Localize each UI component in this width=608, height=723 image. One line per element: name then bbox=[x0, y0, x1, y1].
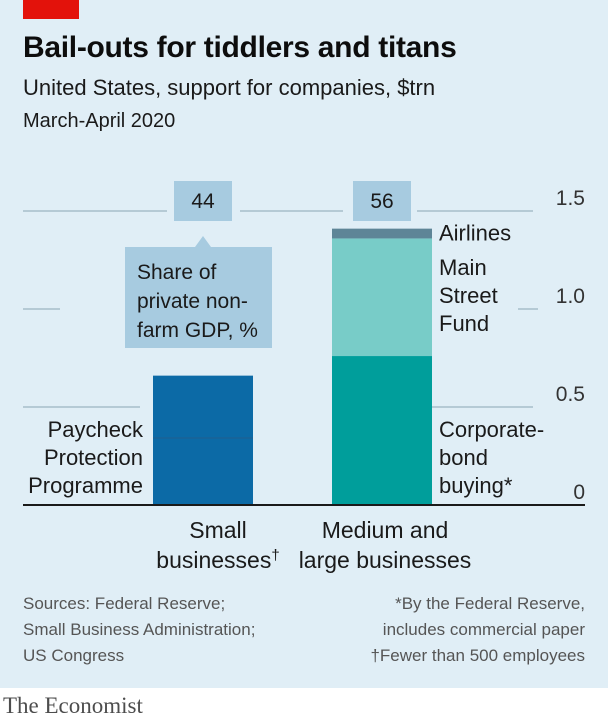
gdp-share-value: 56 bbox=[370, 190, 393, 213]
series-label: Street bbox=[439, 283, 498, 308]
sources-line: Small Business Administration; bbox=[23, 620, 256, 639]
footnotes: *By the Federal Reserve, includes commer… bbox=[370, 591, 585, 669]
footnote-line: includes commercial paper bbox=[382, 620, 585, 639]
series-label: buying* bbox=[439, 473, 513, 498]
bar-segment bbox=[332, 228, 432, 239]
category-label: Small bbox=[189, 517, 247, 543]
bar-segment bbox=[332, 238, 432, 357]
footnote-line: *By the Federal Reserve, bbox=[395, 594, 585, 613]
series-label: Main bbox=[439, 255, 487, 280]
gdp-share-box bbox=[353, 181, 411, 221]
series-label: Paycheck bbox=[48, 417, 144, 442]
brand-logo: The Economist bbox=[3, 693, 143, 718]
category-label: large businesses bbox=[299, 547, 472, 573]
series-label: Protection bbox=[44, 445, 143, 470]
category-label: Medium and bbox=[322, 517, 449, 543]
footnote-line: †Fewer than 500 employees bbox=[370, 646, 585, 665]
callout-text: farm GDP, % bbox=[137, 319, 258, 342]
series-label: Fund bbox=[439, 311, 489, 336]
series-label: Programme bbox=[28, 473, 143, 498]
gdp-share-callout bbox=[125, 236, 272, 348]
y-tick-label: 0 bbox=[573, 481, 585, 504]
sources-line: Sources: Federal Reserve; bbox=[23, 594, 226, 613]
chart-subtitle: United States, support for companies, $t… bbox=[23, 75, 436, 100]
y-tick-label: 1.0 bbox=[556, 285, 585, 308]
y-tick-label: 1.5 bbox=[556, 187, 585, 210]
chart-panel bbox=[0, 0, 608, 688]
bar-segment bbox=[332, 356, 432, 505]
callout-text: private non- bbox=[137, 290, 248, 313]
stacked-bar-chart: 0 0.5 1.0 1.5 Paycheck Protection Programme Cor… bbox=[23, 181, 585, 573]
chart-title: Bail-outs for tiddlers and titans bbox=[23, 31, 457, 64]
sources-line: US Congress bbox=[23, 646, 125, 665]
dagger-mark: † bbox=[271, 547, 279, 564]
gdp-share-value: 44 bbox=[191, 190, 215, 213]
brand-red-tag bbox=[23, 0, 79, 19]
series-label: Corporate- bbox=[439, 417, 544, 442]
series-label: bond bbox=[439, 445, 488, 470]
category-label: businesses† bbox=[156, 547, 279, 573]
bar-segment bbox=[153, 375, 253, 505]
chart-date: March-April 2020 bbox=[23, 110, 176, 132]
y-tick-label: 0.5 bbox=[556, 383, 585, 406]
series-label: Airlines bbox=[439, 221, 511, 246]
sources-note: Sources: Federal Reserve; Small Business… bbox=[23, 591, 255, 669]
callout-text: Share of bbox=[137, 261, 217, 284]
gdp-share-box bbox=[174, 181, 232, 221]
